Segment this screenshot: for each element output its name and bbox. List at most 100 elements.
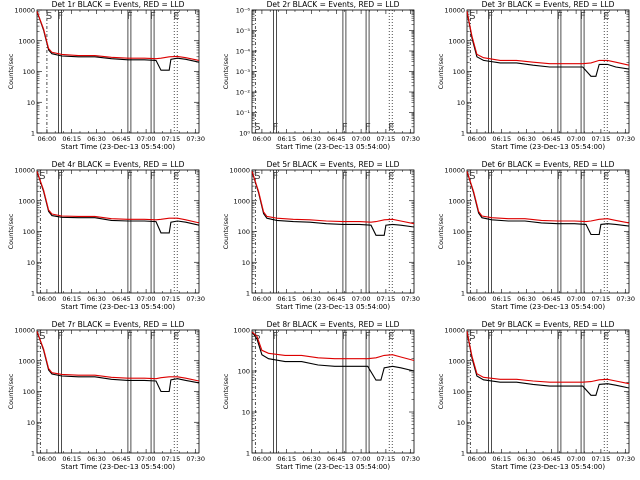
- panel-title: Det 3r BLACK = Events, RED = LLD: [482, 0, 615, 9]
- x-tick-label: 07:00: [352, 295, 371, 303]
- series-line-events: [466, 331, 630, 396]
- panel-det-8: Det 8r BLACK = Events, RED = LLD 1 10 100 10…: [222, 320, 420, 471]
- y-axis-label: Counts/sec: [437, 213, 445, 249]
- marker-label-S: S: [39, 171, 45, 182]
- x-tick-label: 07:15: [377, 455, 396, 463]
- marker-label-F: F: [580, 11, 586, 22]
- x-tick-label: 06:15: [492, 135, 511, 143]
- x-tick-label: 06:45: [112, 295, 131, 303]
- marker-label-E: E: [173, 331, 179, 342]
- x-axis-label: Start Time (23-Dec-13 05:54:00): [61, 143, 175, 151]
- marker-label-F: F: [127, 331, 133, 342]
- x-tick-label: 07:30: [186, 295, 205, 303]
- x-tick-label: 06:30: [517, 295, 536, 303]
- panel-title: Det 2r BLACK = Events, RED = LLD: [267, 0, 400, 9]
- x-tick-label: 06:45: [112, 455, 131, 463]
- x-tick-label: 07:30: [401, 455, 420, 463]
- y-tick-label: 1: [246, 450, 250, 458]
- marker-label-F: F: [365, 331, 371, 342]
- marker-label-F: F: [365, 122, 371, 133]
- y-tick-label: 1000: [448, 357, 465, 365]
- x-tick-label: 06:45: [542, 135, 561, 143]
- x-tick-label: 07:00: [137, 295, 156, 303]
- marker-label-F: F: [57, 171, 63, 182]
- marker-label-F: F: [342, 171, 348, 182]
- marker-label-F: F: [365, 171, 371, 182]
- x-tick-label: 06:45: [542, 295, 561, 303]
- panel-title: Det 7r BLACK = Events, RED = LLD: [52, 320, 185, 329]
- y-tick-label: 10⁻³: [236, 68, 251, 76]
- x-tick-label: 07:15: [377, 295, 396, 303]
- series-line-lld: [466, 171, 630, 224]
- series-line-lld: [36, 11, 200, 61]
- series-line-events: [36, 331, 200, 393]
- marker-label-F: F: [150, 171, 156, 182]
- x-tick-label: 06:00: [38, 135, 57, 143]
- x-tick-label: 06:30: [87, 455, 106, 463]
- y-tick-label: 10⁻²: [236, 89, 251, 97]
- x-tick-label: 06:00: [253, 455, 272, 463]
- series-line-events: [251, 331, 415, 381]
- y-tick-label: 10000: [444, 167, 465, 175]
- x-tick-label: 07:30: [401, 135, 420, 143]
- y-tick-label: 10⁻⁶: [236, 7, 251, 15]
- y-axis-label: Counts/sec: [437, 53, 445, 89]
- panel-det-9: Det 9r BLACK = Events, RED = LLD 1 10 100 10…: [437, 320, 635, 471]
- marker-label-F: F: [127, 171, 133, 182]
- y-tick-label: 10000: [14, 7, 35, 15]
- y-tick-label: 10: [242, 259, 250, 267]
- x-axis-label: Start Time (23-Dec-13 05:54:00): [276, 463, 390, 471]
- x-tick-label: 06:45: [327, 135, 346, 143]
- y-tick-label: 1: [461, 290, 465, 298]
- marker-label-S: S: [469, 331, 475, 342]
- y-tick-label: 10⁻⁵: [236, 27, 251, 35]
- x-tick-label: 07:00: [567, 295, 586, 303]
- x-tick-label: 06:30: [87, 135, 106, 143]
- y-tick-label: 1000: [18, 37, 35, 45]
- marker-label-F: F: [57, 11, 63, 22]
- panel-det-5: Det 5r BLACK = Events, RED = LLD 1 10 100 10…: [222, 160, 420, 311]
- y-tick-label: 100: [453, 388, 465, 396]
- x-tick-label: 06:00: [38, 295, 57, 303]
- y-tick-label: 100: [23, 228, 35, 236]
- marker-label-E: E: [603, 171, 609, 182]
- panel-det-1: Det 1r BLACK = Events, RED = LLD 1 10 100 10…: [7, 0, 205, 151]
- x-tick-label: 06:30: [87, 295, 106, 303]
- y-tick-label: 10: [27, 259, 35, 267]
- marker-label-E: E: [603, 331, 609, 342]
- x-tick-label: 06:00: [468, 135, 487, 143]
- marker-label-F: F: [557, 11, 563, 22]
- marker-label-S: S: [46, 11, 52, 22]
- x-tick-label: 07:30: [186, 455, 205, 463]
- marker-label-F: F: [272, 331, 278, 342]
- marker-label-E: E: [173, 11, 179, 22]
- y-axis-label: Counts/sec: [7, 373, 15, 409]
- panel-title: Det 1r BLACK = Events, RED = LLD: [52, 0, 185, 9]
- x-tick-label: 06:15: [62, 455, 81, 463]
- x-tick-label: 06:45: [327, 295, 346, 303]
- marker-label-F: F: [272, 171, 278, 182]
- series-line-events: [36, 11, 200, 71]
- y-axis-label: Counts/sec: [222, 213, 230, 249]
- marker-label-E: E: [388, 171, 394, 182]
- series-line-lld: [36, 331, 200, 382]
- marker-label-F: F: [272, 122, 278, 133]
- x-axis-label: Start Time (23-Dec-13 05:54:00): [276, 303, 390, 311]
- x-tick-label: 06:30: [302, 455, 321, 463]
- x-tick-label: 07:30: [401, 295, 420, 303]
- panel-det-2: Det 2r BLACK = Events, RED = LLD 10⁰ 10⁻¹ 1…: [222, 0, 420, 151]
- y-tick-label: 1000: [448, 197, 465, 205]
- marker-label-F: F: [487, 331, 493, 342]
- x-tick-label: 06:15: [62, 295, 81, 303]
- x-tick-label: 07:00: [352, 135, 371, 143]
- y-axis-label: Counts/sec: [222, 373, 230, 409]
- panel-title: Det 4r BLACK = Events, RED = LLD: [52, 160, 185, 169]
- series-line-lld: [36, 171, 200, 224]
- x-tick-label: 07:00: [137, 135, 156, 143]
- x-tick-label: 06:15: [277, 135, 296, 143]
- y-tick-label: 1: [461, 450, 465, 458]
- x-tick-label: 06:15: [492, 455, 511, 463]
- x-tick-label: 06:15: [62, 135, 81, 143]
- x-tick-label: 07:00: [352, 455, 371, 463]
- marker-label-E: E: [603, 11, 609, 22]
